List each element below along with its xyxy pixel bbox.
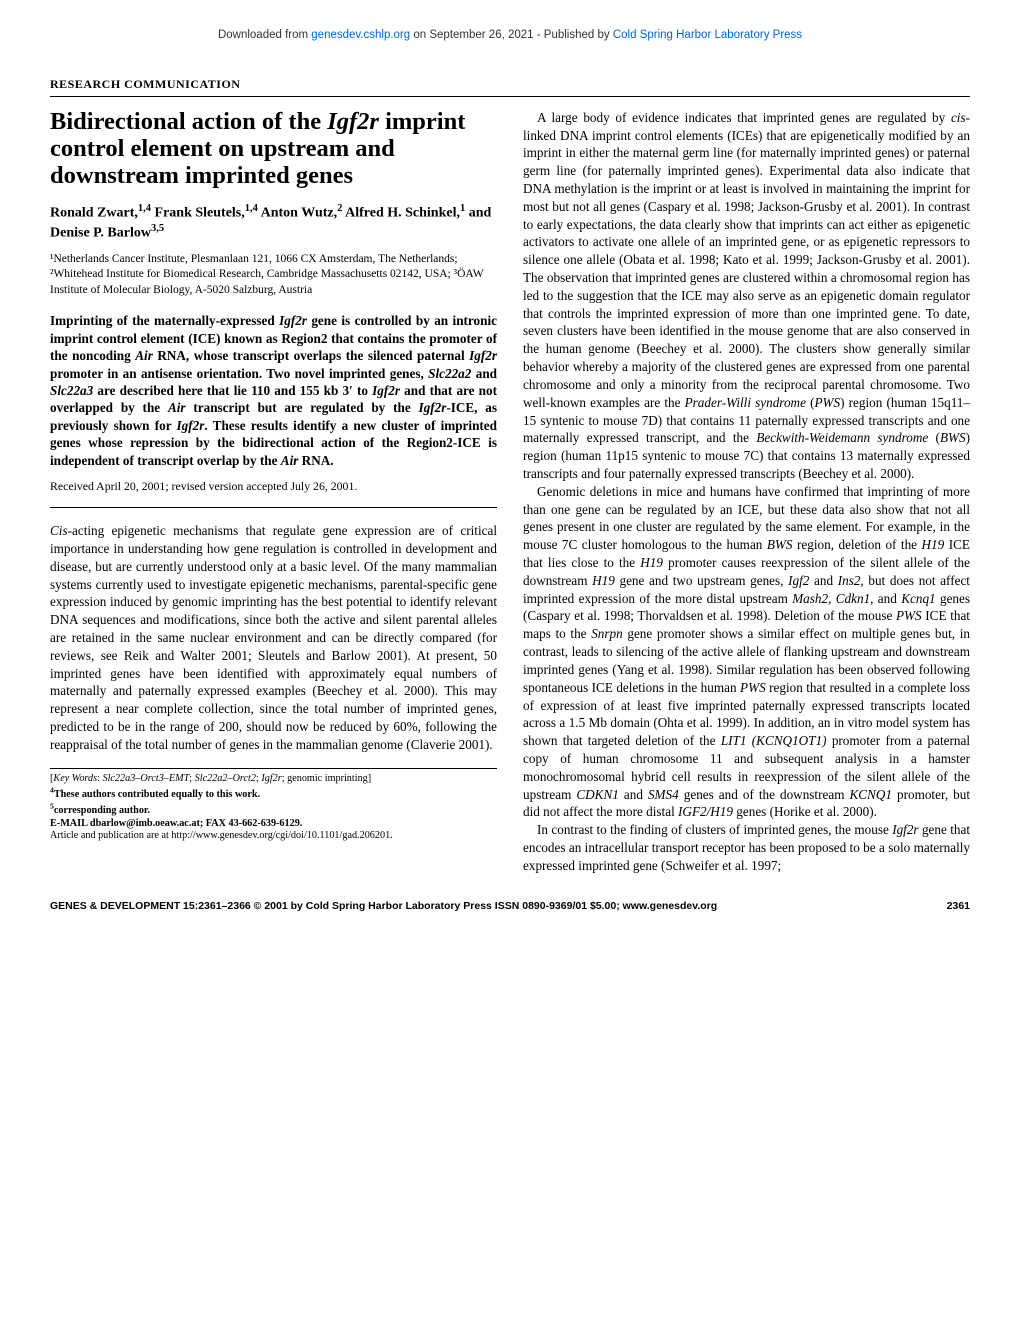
abstract: Imprinting of the maternally-expressed I… (50, 312, 497, 469)
left-body-text: Cis-acting epigenetic mechanisms that re… (50, 522, 497, 754)
download-link-1[interactable]: genesdev.cshlp.org (311, 29, 410, 41)
article-title: Bidirectional action of the Igf2r imprin… (50, 109, 497, 190)
right-paragraph-2: Genomic deletions in mice and humans hav… (523, 483, 970, 821)
received-dates: Received April 20, 2001; revised version… (50, 479, 497, 508)
section-header: RESEARCH COMMUNICATION (50, 76, 970, 97)
left-paragraph-1: Cis-acting epigenetic mechanisms that re… (50, 522, 497, 754)
download-bar: Downloaded from genesdev.cshlp.org on Se… (50, 28, 970, 44)
authors: Ronald Zwart,1,4 Frank Sleutels,1,4 Anto… (50, 202, 497, 242)
right-paragraph-3: In contrast to the finding of clusters o… (523, 821, 970, 874)
download-link-2[interactable]: Cold Spring Harbor Laboratory Press (613, 29, 802, 41)
right-paragraph-1: A large body of evidence indicates that … (523, 109, 970, 483)
footnote-keywords: [Key Words: Slc22a3–Orct3–EMT; Slc22a2–O… (50, 773, 497, 786)
page-footer: GENES & DEVELOPMENT 15:2361–2366 © 2001 … (50, 899, 970, 913)
footnotes: [Key Words: Slc22a3–Orct3–EMT; Slc22a2–O… (50, 768, 497, 844)
left-column: Bidirectional action of the Igf2r imprin… (50, 109, 497, 875)
footer-page-number: 2361 (947, 900, 970, 912)
download-middle: on September 26, 2021 - Published by (410, 29, 613, 41)
footnote-equal: 4These authors contributed equally to th… (50, 785, 497, 801)
footnote-email: E-MAIL dbarlow@imb.oeaw.ac.at; FAX 43-66… (50, 818, 497, 831)
footnote-article: Article and publication are at http://ww… (50, 830, 497, 843)
footer-left: GENES & DEVELOPMENT 15:2361–2366 © 2001 … (50, 899, 717, 913)
download-prefix: Downloaded from (218, 29, 311, 41)
affiliations: ¹Netherlands Cancer Institute, Plesmanla… (50, 252, 497, 299)
footnote-corresponding: 5corresponding author. (50, 802, 497, 818)
right-column: A large body of evidence indicates that … (523, 109, 970, 875)
two-column-layout: Bidirectional action of the Igf2r imprin… (50, 109, 970, 875)
